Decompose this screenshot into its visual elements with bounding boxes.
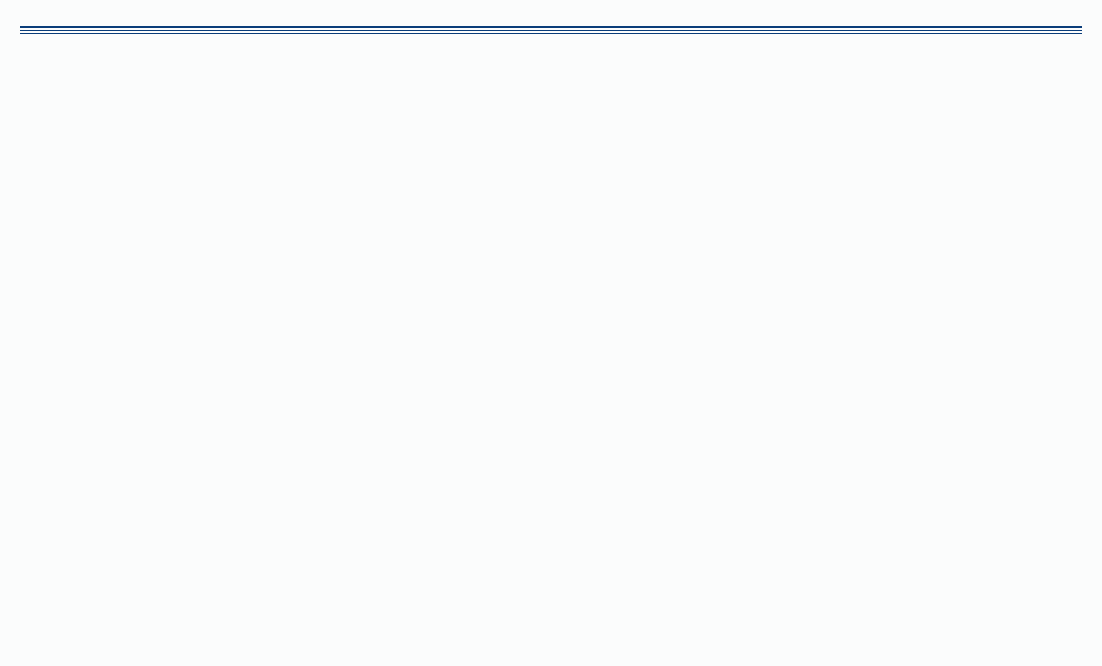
top-rule (20, 26, 1082, 28)
mid-rule (20, 30, 1082, 31)
bottom-rule (20, 33, 1082, 34)
